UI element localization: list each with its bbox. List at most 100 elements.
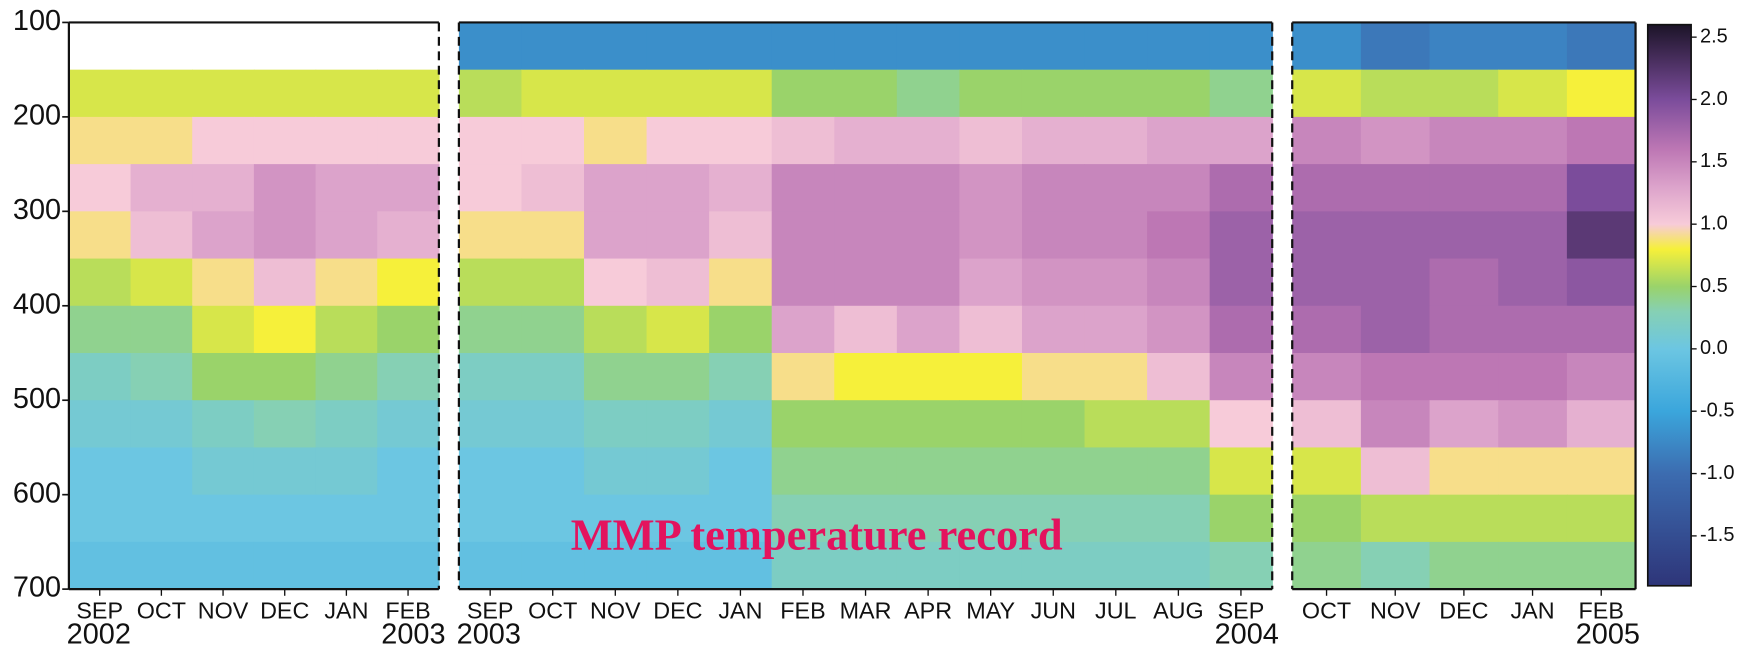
heatmap-cell: [709, 211, 773, 260]
heatmap: [68, 22, 1637, 590]
heatmap-cell: [521, 258, 585, 307]
heatmap-cell: [896, 116, 961, 165]
heatmap-cell: [1209, 447, 1273, 496]
heatmap-cell: [253, 447, 317, 496]
heatmap-cell: [959, 69, 1023, 118]
heatmap-cell: [646, 22, 710, 71]
heatmap-cell: [1021, 541, 1086, 590]
heatmap-cell: [584, 258, 648, 307]
heatmap-cell: [959, 258, 1023, 307]
heatmap-cell: [1147, 258, 1211, 307]
heatmap-cell: [646, 69, 710, 118]
y-tick-label: 300: [13, 194, 61, 226]
heatmap-cell: [315, 305, 378, 354]
heatmap-cell: [1209, 400, 1273, 449]
heatmap-cell: [1498, 258, 1568, 307]
heatmap-cell: [1566, 69, 1637, 118]
heatmap-cell: [896, 447, 961, 496]
heatmap-cell: [1084, 305, 1148, 354]
heatmap-cell: [771, 258, 835, 307]
heatmap-cell: [458, 494, 523, 543]
heatmap-cell: [377, 69, 440, 118]
heatmap-cell: [584, 22, 648, 71]
heatmap-cell: [1021, 494, 1086, 543]
heatmap-cell: [315, 353, 378, 401]
heatmap-cell: [1021, 69, 1086, 118]
heatmap-cell: [584, 541, 648, 590]
heatmap-cell: [584, 116, 648, 165]
heatmap-cell: [1360, 400, 1431, 449]
heatmap-cell: [377, 211, 440, 260]
heatmap-cell: [1429, 211, 1499, 260]
heatmap-cell: [771, 69, 835, 118]
heatmap-cell: [253, 305, 317, 354]
heatmap-cell: [1360, 211, 1431, 260]
heatmap-cell: [1429, 494, 1499, 543]
heatmap-cell: [896, 494, 961, 543]
heatmap-cell: [646, 164, 710, 212]
heatmap-cell: [458, 541, 523, 590]
y-tick-label: 700: [13, 572, 61, 604]
heatmap-cell: [834, 116, 898, 165]
heatmap-cell: [584, 211, 648, 260]
heatmap-cell: [1566, 353, 1637, 401]
heatmap-cell: [834, 353, 898, 401]
heatmap-cell: [1084, 164, 1148, 212]
heatmap-cell: [1147, 353, 1211, 401]
heatmap-cell: [709, 494, 773, 543]
year-label: 2003: [457, 618, 521, 646]
heatmap-cell: [377, 258, 440, 307]
heatmap-cell: [1498, 116, 1568, 165]
heatmap-cell: [1292, 353, 1362, 401]
heatmap-cell: [896, 400, 961, 449]
heatmap-cell: [1498, 353, 1568, 401]
y-tick-label: 400: [13, 288, 61, 320]
heatmap-cell: [68, 353, 132, 401]
heatmap-cell: [1147, 400, 1211, 449]
heatmap-cell: [68, 164, 132, 212]
heatmap-cell: [1209, 211, 1273, 260]
heatmap-cell: [584, 494, 648, 543]
heatmap-cell: [521, 211, 585, 260]
heatmap-cell: [646, 211, 710, 260]
heatmap-cell: [1084, 494, 1148, 543]
heatmap-cell: [458, 211, 523, 260]
heatmap-cell: [646, 258, 710, 307]
heatmap-cell: [130, 305, 193, 354]
year-label: 2002: [67, 618, 131, 646]
heatmap-cell: [1360, 494, 1431, 543]
x-tick-label: OCT: [137, 598, 186, 624]
annotation: MMP temperature record: [571, 509, 1063, 559]
heatmap-cell: [1429, 69, 1499, 118]
heatmap-cell: [959, 400, 1023, 449]
heatmap-cell: [1498, 305, 1568, 354]
heatmap-cell: [1429, 22, 1499, 71]
x-tick-label: SEP: [76, 598, 123, 624]
heatmap-cell: [377, 164, 440, 212]
heatmap-cell: [1021, 116, 1086, 165]
heatmap-cell: [253, 353, 317, 401]
heatmap-cell: [130, 447, 193, 496]
heatmap-cell: [1292, 494, 1362, 543]
heatmap-cell: [1566, 116, 1637, 165]
heatmap-cell: [584, 447, 648, 496]
heatmap-cell: [646, 353, 710, 401]
heatmap-cell: [1209, 22, 1273, 71]
x-tick-label: OCT: [1302, 598, 1351, 624]
year-label: 2005: [1576, 618, 1640, 646]
heatmap-cell: [1292, 400, 1362, 449]
heatmap-cell: [1147, 494, 1211, 543]
heatmap-cell: [709, 258, 773, 307]
heatmap-cell: [130, 164, 193, 212]
x-tick-label: SEP: [467, 598, 514, 624]
heatmap-cell: [1360, 305, 1431, 354]
heatmap-cell: [834, 447, 898, 496]
heatmap-cell: [253, 258, 317, 307]
heatmap-cell: [1429, 353, 1499, 401]
x-tick-label: OCT: [528, 598, 577, 624]
heatmap-cell: [959, 494, 1023, 543]
heatmap-cell: [646, 400, 710, 449]
year-label: 2004: [1215, 618, 1279, 646]
heatmap-cell: [1021, 353, 1086, 401]
heatmap-cell: [1209, 541, 1273, 590]
